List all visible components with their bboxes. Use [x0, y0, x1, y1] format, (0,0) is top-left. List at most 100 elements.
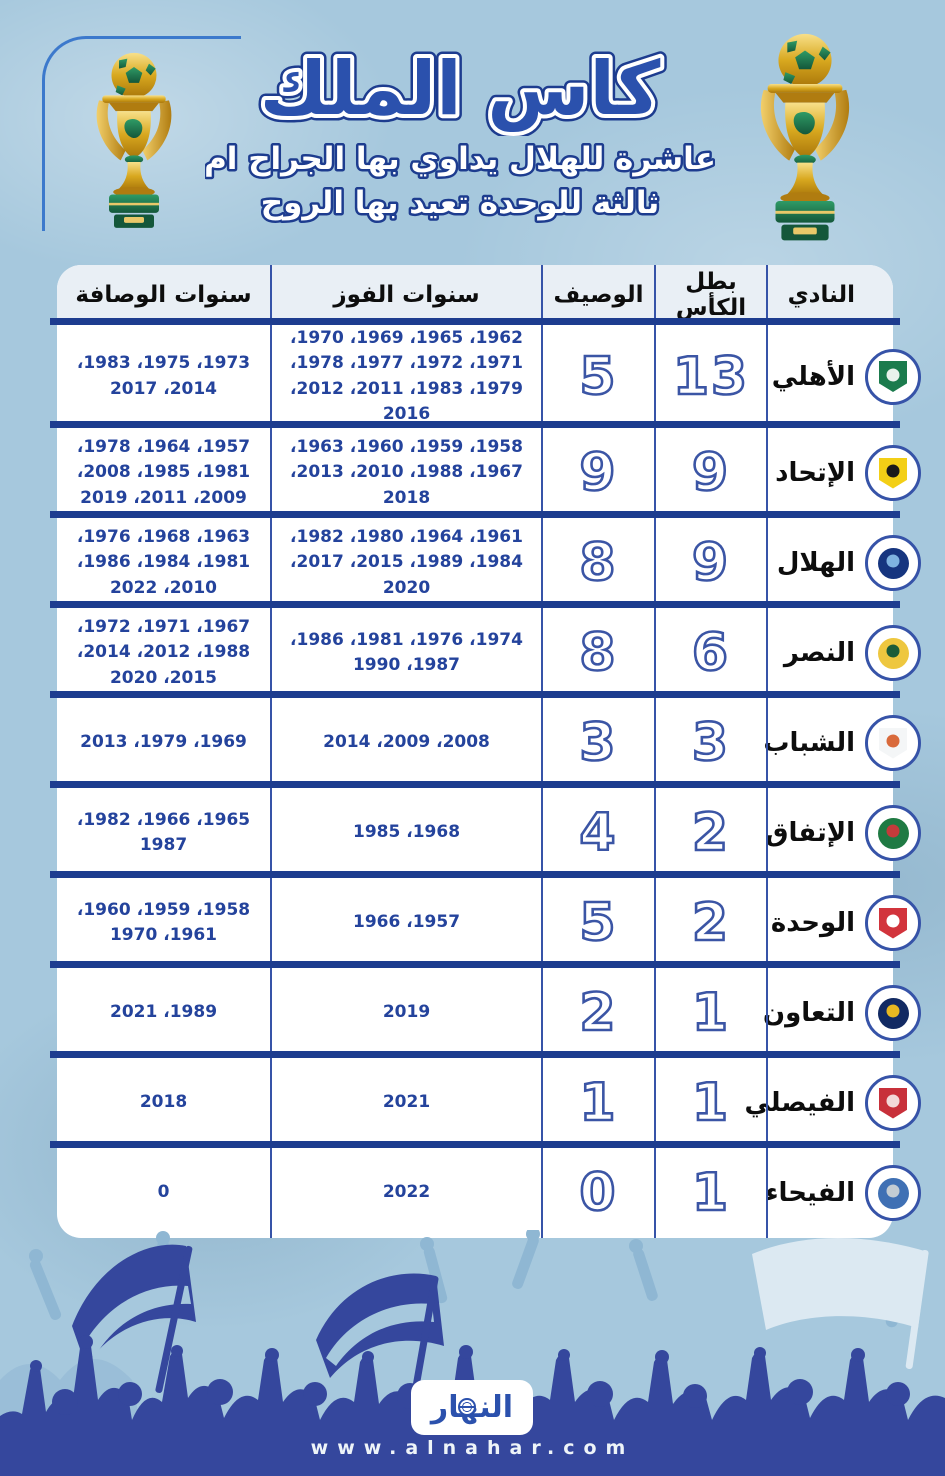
runner-up-years: 1958، 1959، 1960، 1961، 1970 [76, 899, 251, 946]
win-years: 2019 [382, 1002, 431, 1023]
club-name: الهلال [776, 548, 855, 578]
table-row: الوحدة 2 5 1957، 1966 1958، 1959، 1960، … [50, 878, 921, 968]
club-crest-shape [877, 817, 909, 849]
website-url: www.alnahar.com [310, 1437, 635, 1459]
table-row: الفيحاء 1 0 2022 0 [57, 1148, 921, 1238]
runner-up-years: 1957، 1964، 1978، 1981، 1985، 2008، 2009… [76, 436, 251, 508]
column-header-runner-up-years: سنوات الوصافة [57, 265, 272, 325]
club-crest-detail [886, 824, 900, 838]
champion-count: 9 [691, 532, 731, 595]
win-years: 1962، 1965، 1969، 1970، 1971، 1972، 1977… [290, 327, 523, 425]
table-row: الإتحاد 9 9 1958، 1959، 1960، 1963، 1967… [50, 428, 921, 518]
club-crest-shape [877, 547, 909, 579]
champion-count: 6 [691, 622, 731, 685]
svg-text:كاس الملك: كاس الملك [260, 46, 662, 132]
club-name: النصر [783, 638, 855, 668]
club-name: الفيحاء [765, 1178, 855, 1208]
svg-text:كاس الملك: كاس الملك [260, 46, 662, 132]
table-body: الأهلي 13 5 1962، 1965، 1969، 1970، 1971… [50, 325, 921, 1238]
table-header-row: النادي بطل الكأس الوصيف سنوات الفوز سنوا… [50, 265, 900, 325]
runner-up-years: 1989، 2021 [109, 1002, 218, 1023]
table-row: الهلال 9 8 1961، 1964، 1980، 1982، 1984،… [50, 518, 921, 608]
runner-up-count: 3 [578, 712, 618, 775]
win-years: 1968، 1985 [352, 822, 461, 843]
club-crest-detail [886, 644, 900, 658]
page-title: كاس الملك كاس الملك [253, 44, 668, 136]
win-years: 2021 [382, 1092, 431, 1113]
club-crest-detail [886, 1184, 900, 1198]
win-years: 1961، 1964، 1980، 1982، 1984، 1989، 2015… [290, 526, 523, 598]
globe-icon [458, 1398, 476, 1416]
decorative-corner-line [42, 36, 241, 231]
club-crest-detail [886, 1004, 900, 1018]
column-header-win-years: سنوات الفوز [272, 265, 543, 325]
runner-up-count: 8 [578, 532, 618, 595]
svg-text:عاشرة للهلال يداوي بها الجراح: عاشرة للهلال يداوي بها الجراح ام [205, 141, 715, 177]
champion-count: 13 [672, 345, 750, 408]
win-years: 1957، 1966 [352, 912, 461, 933]
champion-count: 2 [691, 892, 731, 955]
club-crest-detail [886, 734, 900, 748]
runner-up-count: 8 [578, 622, 618, 685]
champion-count: 2 [691, 802, 731, 865]
al-wehda-crest [865, 895, 921, 951]
header: كاس الملك كاس الملك عاشرة للهلال يداوي ب… [205, 44, 715, 224]
runner-up-years: 0 [157, 1182, 170, 1203]
runner-up-count: 1 [578, 1072, 618, 1135]
club-crest-shape [877, 1177, 909, 1209]
subtitle-line-1: عاشرة للهلال يداوي بها الجراح ام [205, 139, 715, 180]
club-crest-shape [879, 457, 907, 489]
club-crest-shape [877, 637, 909, 669]
al-nassr-crest [865, 625, 921, 681]
club-name: الإتحاد [775, 458, 855, 488]
column-header-runner-up: الوصيف [543, 265, 656, 325]
al-ittihad-crest [865, 445, 921, 501]
runner-up-count: 5 [578, 345, 618, 408]
alnahar-logo: النهار [411, 1380, 533, 1435]
win-years: 1974، 1976، 1981، 1986، 1987، 1990 [290, 629, 523, 676]
column-header-champion: بطل الكأس [656, 265, 768, 325]
al-fayha-crest [865, 1165, 921, 1221]
club-crest-shape [879, 1087, 907, 1119]
club-name: التعاون [762, 998, 855, 1028]
honours-table: النادي بطل الكأس الوصيف سنوات الفوز سنوا… [50, 265, 921, 1238]
column-header-club: النادي [787, 281, 855, 308]
al-faisaly-crest [865, 1075, 921, 1131]
runner-up-years: 1973، 1975، 1983، 2014، 2017 [76, 353, 251, 399]
runner-up-count: 2 [578, 982, 618, 1045]
champion-count: 9 [691, 442, 731, 505]
champion-count: 1 [691, 982, 731, 1045]
club-crest-shape [879, 727, 907, 759]
runner-up-count: 4 [578, 802, 618, 865]
runner-up-years: 1969، 1979، 2013 [80, 732, 247, 753]
runner-up-count: 5 [578, 892, 618, 955]
club-crest-detail [886, 554, 900, 568]
club-crest-shape [879, 361, 907, 392]
subtitle-line-2: ثالثة للوحدة تعيد بها الروح [258, 183, 661, 224]
table-row: الأهلي 13 5 1962، 1965، 1969، 1970، 1971… [50, 325, 921, 428]
club-crest-detail [886, 464, 900, 478]
win-years: 2008، 2009، 2014 [323, 732, 490, 753]
king-cup-trophy-left [96, 52, 172, 228]
table-row: التعاون 1 2 2019 1989، 2021 [50, 968, 921, 1058]
champion-count: 1 [691, 1072, 731, 1135]
champion-count: 1 [691, 1162, 731, 1225]
runner-up-years: 1965، 1966، 1982، 1987 [76, 809, 251, 856]
club-name: الشباب [763, 728, 855, 758]
king-cup-trophy-right [760, 33, 850, 241]
runner-up-count: 0 [578, 1162, 618, 1225]
dark-flag-mid [316, 1273, 444, 1405]
dark-flag-left [72, 1244, 196, 1393]
club-crest-detail [886, 1094, 900, 1108]
club-crest-detail [886, 914, 900, 928]
al-ettifaq-crest [865, 805, 921, 861]
club-crest-shape [879, 907, 907, 939]
club-crest-shape [877, 997, 909, 1029]
runner-up-years: 1963، 1968، 1976، 1981، 1984، 1986، 2010… [76, 526, 251, 598]
club-name: الإتفاق [765, 818, 855, 848]
white-flag [752, 1237, 929, 1370]
al-shabab-crest [865, 715, 921, 771]
al-taawoun-crest [865, 985, 921, 1041]
runner-up-years: 2018 [139, 1092, 188, 1113]
club-name: الوحدة [770, 908, 855, 938]
